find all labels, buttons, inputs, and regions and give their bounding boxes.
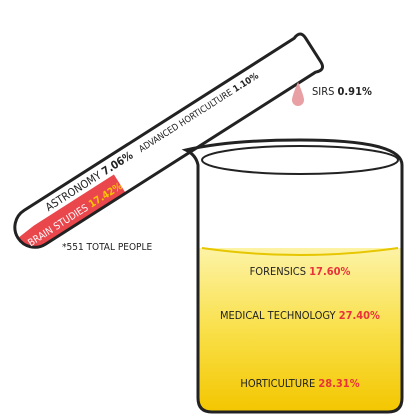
drop-label: SIRS 0.91% <box>312 85 372 98</box>
beaker <box>181 138 404 414</box>
test-tube: BRAIN STUDIES 17.42% ASTRONOMY 7.06% ADV… <box>13 32 324 249</box>
label: HORTICULTURE <box>240 377 315 390</box>
value: 28.31% <box>318 377 359 390</box>
value: 0.91% <box>338 85 372 98</box>
beaker-item: HORTICULTURE 28.31% <box>240 377 359 390</box>
label: FORENSICS <box>250 265 306 278</box>
value: 27.40% <box>339 309 380 322</box>
label: SIRS <box>312 85 334 98</box>
value: 17.60% <box>309 265 350 278</box>
note: *551 TOTAL PEOPLE <box>62 242 152 253</box>
value: 7.06% <box>99 149 135 178</box>
beaker-item: MEDICAL TECHNOLOGY 27.40% <box>220 309 380 322</box>
drop <box>292 82 304 106</box>
label: MEDICAL TECHNOLOGY <box>220 309 337 322</box>
beaker-item: FORENSICS 17.60% <box>250 265 351 278</box>
